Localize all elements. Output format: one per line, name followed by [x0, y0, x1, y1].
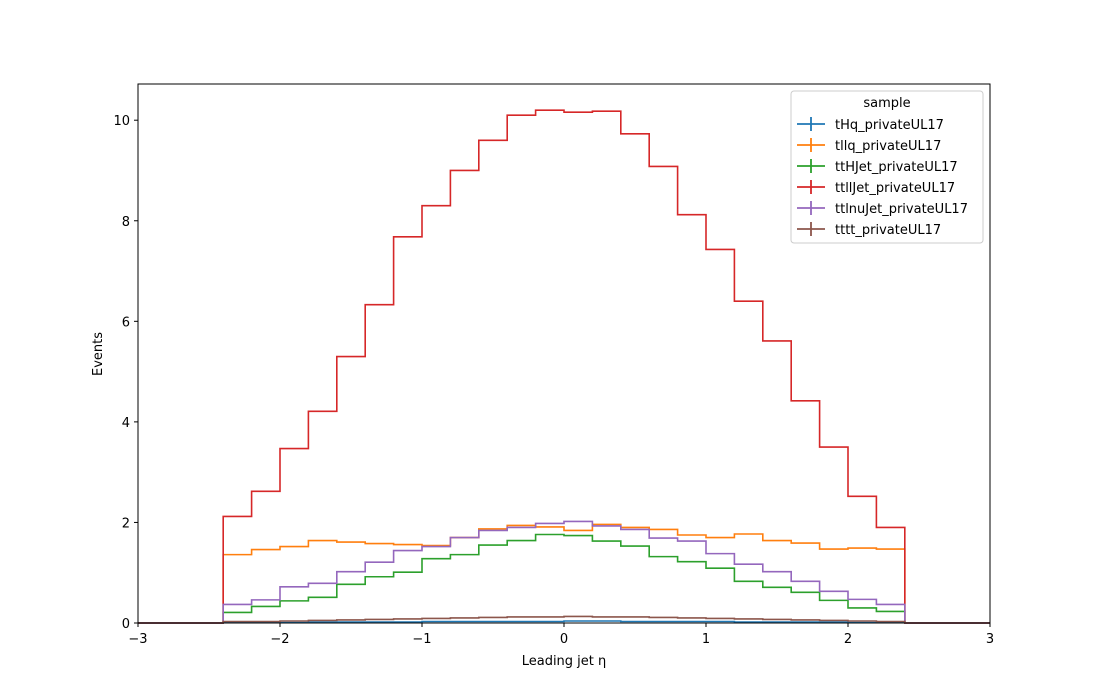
series-line-ttlnujet-privateul17: [138, 520, 990, 624]
x-tick-label: −2: [270, 632, 289, 647]
x-tick-label: −1: [412, 632, 431, 647]
y-tick-label: 2: [122, 516, 130, 531]
series-line-tllq-privateul17: [138, 523, 990, 624]
legend-entry-label: ttlnuJet_privateUL17: [835, 202, 968, 217]
series-line-tttt-privateul17: [138, 615, 990, 624]
legend-entry-label: tttt_privateUL17: [835, 223, 941, 238]
legend: sample tHq_privateUL17 tllq_privateUL17 ttH…: [790, 90, 984, 244]
x-tick-label: 3: [986, 632, 994, 647]
y-tick-label: 8: [122, 215, 130, 230]
y-tick-label: 0: [122, 617, 130, 632]
series-line-tthjet-privateul17: [138, 533, 990, 624]
legend-box: [790, 90, 984, 244]
y-tick-label: 10: [113, 114, 130, 129]
x-tick-label: 2: [844, 632, 852, 647]
series-line-thq-privateul17: [138, 620, 990, 624]
x-tick-label: 1: [702, 632, 710, 647]
legend-entry-label: ttllJet_privateUL17: [835, 181, 955, 196]
x-axis-label: Leading jet η: [522, 654, 607, 669]
legend-title: sample: [863, 96, 910, 111]
series-line-ttlljet-privateul17: [138, 109, 990, 624]
y-tick-label: 6: [122, 315, 130, 330]
legend-entry-label: ttHJet_privateUL17: [835, 160, 958, 175]
y-tick-label: 4: [122, 416, 130, 431]
y-axis-label: Events: [91, 332, 106, 376]
legend-entry-label: tllq_privateUL17: [835, 139, 941, 154]
x-tick-label: 0: [560, 632, 568, 647]
legend-entry-label: tHq_privateUL17: [835, 118, 944, 133]
x-tick-label: −3: [128, 632, 147, 647]
